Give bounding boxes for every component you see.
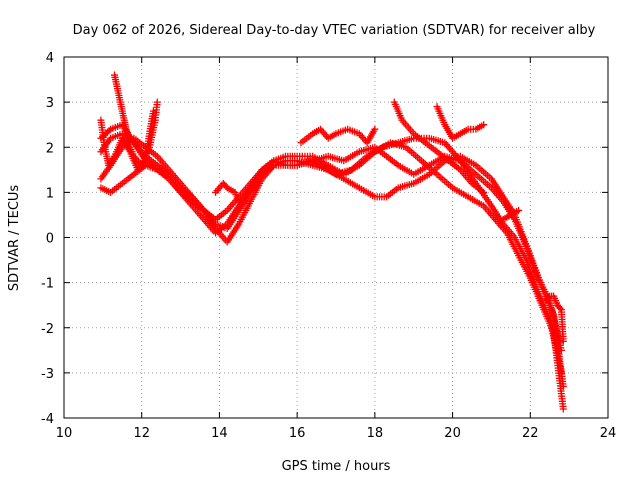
data-point <box>371 125 379 133</box>
data-point <box>559 405 567 413</box>
data-point <box>149 107 157 115</box>
series-track-6 <box>97 107 157 174</box>
x-tick-label: 14 <box>211 426 228 441</box>
data-points <box>97 71 567 413</box>
series-track-4 <box>97 143 565 354</box>
x-tick-labels: 10 12 14 16 18 20 22 24 <box>56 426 617 441</box>
x-tick-label: 18 <box>367 426 384 441</box>
series-track-8 <box>390 98 488 196</box>
y-tick-label: -4 <box>41 412 54 427</box>
grid-lines <box>64 57 608 418</box>
data-point <box>105 127 113 135</box>
x-tick-label: 12 <box>133 426 150 441</box>
y-tick-label: 0 <box>46 232 54 247</box>
x-tick-label: 20 <box>444 426 461 441</box>
y-tick-label: 1 <box>46 186 54 201</box>
data-point <box>153 98 161 106</box>
y-tick-label: -2 <box>41 322 54 337</box>
y-tick-label: 4 <box>46 51 54 66</box>
y-tick-label: -3 <box>41 367 54 382</box>
data-point <box>559 337 567 345</box>
series-track-12 <box>542 292 567 345</box>
series-track-1 <box>97 121 565 377</box>
y-tick-label: 3 <box>46 96 54 111</box>
series-track-9 <box>433 103 488 142</box>
x-tick-label: 16 <box>289 426 306 441</box>
series-track-11 <box>499 206 523 223</box>
x-tick-label: 24 <box>600 426 617 441</box>
y-tick-label: 2 <box>46 141 54 156</box>
y-tick-label: -1 <box>41 277 54 292</box>
data-point <box>556 304 564 312</box>
chart-title: Day 062 of 2026, Sidereal Day-to-day VTE… <box>73 23 596 38</box>
x-tick-label: 10 <box>56 426 73 441</box>
data-point <box>544 294 552 302</box>
y-axis-label: SDTVAR / TECUs <box>7 185 22 292</box>
x-axis-label: GPS time / hours <box>282 459 391 474</box>
data-point <box>515 206 523 214</box>
data-point <box>557 346 565 354</box>
series-track-7 <box>297 125 379 147</box>
data-point <box>480 121 488 129</box>
data-point <box>235 197 243 205</box>
series-track-10 <box>212 179 243 205</box>
data-point <box>480 188 488 196</box>
y-tick-labels: -4 -3 -2 -1 0 1 2 3 4 <box>41 51 54 427</box>
plot-frame <box>63 56 609 419</box>
x-tick-label: 22 <box>522 426 539 441</box>
